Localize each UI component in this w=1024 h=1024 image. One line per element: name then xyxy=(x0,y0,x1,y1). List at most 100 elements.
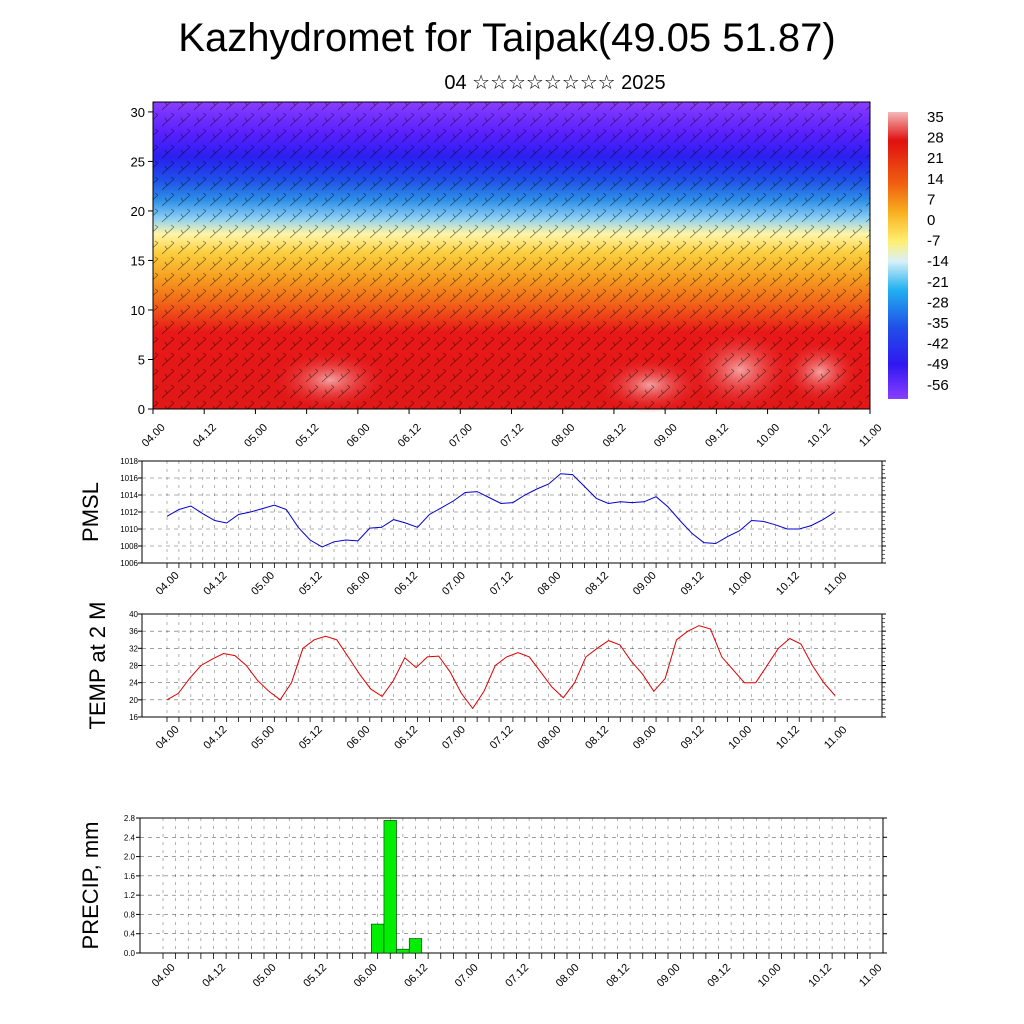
y-tick-label: 1012 xyxy=(120,508,138,517)
x-tick-label: 06.00 xyxy=(345,724,373,752)
series-line xyxy=(166,625,836,710)
y-tick-label: 0.8 xyxy=(124,910,136,919)
colorbar-label: -42 xyxy=(927,336,949,353)
y-tick-label: 1016 xyxy=(120,474,138,483)
x-tick-label: 11.00 xyxy=(857,962,884,989)
x-tick-label: 11.00 xyxy=(822,570,849,597)
series-line xyxy=(166,473,836,548)
colorbar-label: 21 xyxy=(927,150,944,167)
colorbar-label: -28 xyxy=(927,294,949,311)
y-tick-label: 1.2 xyxy=(124,891,136,900)
y-tick-label: 0 xyxy=(138,402,145,417)
colorbar-label: -35 xyxy=(927,315,949,332)
x-tick-label: 08.12 xyxy=(583,570,611,598)
precip-panel: 0.0 0.4 0.8 1.2 1.6 2.0 2.4 2.8 04.00 04.12 05.00 0… xyxy=(78,814,887,990)
colorbar-label: 28 xyxy=(927,130,944,147)
x-tick-label: 06.12 xyxy=(402,962,430,990)
y-tick-label: 25 xyxy=(131,154,145,169)
x-tick-label: 04.12 xyxy=(191,422,219,450)
y-tick-label: 2.0 xyxy=(124,853,136,862)
x-tick-label: 08.00 xyxy=(535,724,563,752)
x-tick-label: 06.00 xyxy=(352,962,380,990)
x-tick-label: 11.00 xyxy=(822,724,849,751)
x-tick-label: 05.12 xyxy=(293,422,321,450)
x-tick-label: 05.00 xyxy=(249,570,277,598)
precip-bar xyxy=(371,923,385,954)
colorbar-label: -7 xyxy=(927,233,940,250)
x-tick-label: 04.00 xyxy=(154,570,182,598)
x-tick-label: 09.12 xyxy=(679,724,707,752)
x-tick-label: 04.12 xyxy=(200,962,228,990)
y-tick-label: 1018 xyxy=(120,457,138,466)
colorbar-label: -56 xyxy=(927,377,949,394)
colorbar-label: -21 xyxy=(927,274,949,291)
x-tick-label: 09.12 xyxy=(679,570,707,598)
x-tick-label: 10.12 xyxy=(806,422,834,450)
x-tick-label: 08.00 xyxy=(549,422,577,450)
y-tick-label: 20 xyxy=(129,696,138,705)
x-tick-label: 06.12 xyxy=(396,422,424,450)
x-tick-label: 08.00 xyxy=(554,962,582,990)
y-tick-label: 1010 xyxy=(120,525,138,534)
y-tick-label: 1.6 xyxy=(124,872,136,881)
x-tick-label: 09.00 xyxy=(631,724,659,752)
x-tick-label: 05.00 xyxy=(242,422,270,450)
y-tick-label: 1014 xyxy=(120,491,138,500)
y-tick-label: 5 xyxy=(138,352,145,367)
x-tick-label: 10.00 xyxy=(756,962,784,990)
x-tick-label: 08.12 xyxy=(583,724,611,752)
colorbar-scale xyxy=(888,112,908,399)
x-tick-label: 07.00 xyxy=(447,422,475,450)
x-tick-label: 04.12 xyxy=(201,570,229,598)
x-tick-label: 11.00 xyxy=(857,422,884,449)
y-axis-label: PMSL xyxy=(78,482,103,542)
temperature-panel: 16 20 24 28 32 36 40 04.00 04.12 05.00 05.12 06.00 0… xyxy=(85,602,886,752)
y-tick-label: 1008 xyxy=(120,542,138,551)
x-tick-label: 07.12 xyxy=(488,570,516,598)
colorbar-label: -14 xyxy=(927,253,949,270)
x-tick-label: 10.12 xyxy=(774,724,802,752)
cross-section-panel: 0 5 10 15 20 25 30 04.00 04.12 05.00 05.12 06.00 06.… xyxy=(131,101,884,450)
x-tick-label: 05.12 xyxy=(301,962,329,990)
x-tick-label: 04.00 xyxy=(154,724,182,752)
chart-title: Kazhydromet for Taipak(49.05 51.87) xyxy=(178,16,836,60)
precip-bar xyxy=(383,820,397,954)
x-tick-label: 08.12 xyxy=(601,422,629,450)
y-tick-label: 30 xyxy=(131,105,145,120)
y-tick-label: 40 xyxy=(129,610,138,619)
x-tick-label: 08.00 xyxy=(535,570,563,598)
x-tick-label: 09.00 xyxy=(652,422,680,450)
colorbar-label: 35 xyxy=(927,109,944,126)
y-tick-label: 24 xyxy=(129,679,138,688)
x-tick-label: 04.12 xyxy=(201,724,229,752)
x-tick-label: 05.00 xyxy=(249,724,277,752)
precip-bar xyxy=(408,938,423,954)
x-tick-label: 10.00 xyxy=(754,422,782,450)
y-tick-label: 1006 xyxy=(120,559,138,568)
colorbar-label: 14 xyxy=(927,171,944,188)
x-tick-label: 10.12 xyxy=(806,962,834,990)
x-tick-label: 06.00 xyxy=(345,422,373,450)
y-axis-label: TEMP at 2 M xyxy=(85,602,110,730)
colorbar-label: 0 xyxy=(927,212,935,229)
y-axis-label: PRECIP, mm xyxy=(78,822,103,950)
x-tick-label: 09.12 xyxy=(703,422,731,450)
pmsl-panel: 1006 1008 1010 1012 1014 1016 1018 04.00 04.12 05… xyxy=(78,457,886,598)
precip-bar xyxy=(396,948,410,954)
x-tick-label: 06.12 xyxy=(392,724,420,752)
y-tick-label: 20 xyxy=(131,204,145,219)
wind-barbs xyxy=(153,102,870,409)
x-tick-label: 10.00 xyxy=(726,570,754,598)
x-tick-label: 05.00 xyxy=(251,962,279,990)
y-tick-label: 2.8 xyxy=(124,814,136,823)
colorbar-label: -49 xyxy=(927,356,949,373)
x-tick-label: 10.12 xyxy=(774,570,802,598)
x-tick-label: 07.12 xyxy=(498,422,526,450)
colorbar: 35 28 21 14 7 0 -7 -14 -21 -28 -35 -42 -49 -56 xyxy=(888,109,949,399)
y-tick-label: 0.4 xyxy=(124,930,136,939)
x-tick-label: 09.00 xyxy=(655,962,683,990)
x-tick-label: 06.12 xyxy=(392,570,420,598)
x-tick-label: 10.00 xyxy=(726,724,754,752)
x-tick-label: 05.12 xyxy=(297,570,325,598)
